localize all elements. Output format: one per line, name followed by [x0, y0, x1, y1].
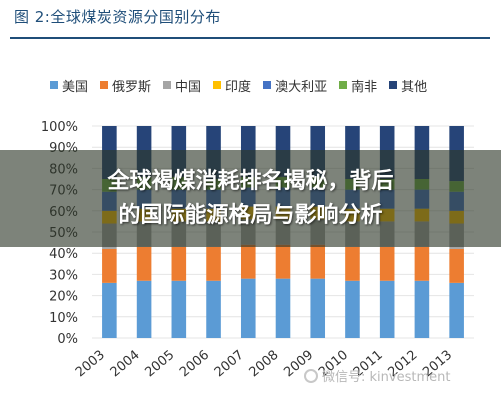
- legend-label: 其他: [401, 79, 428, 95]
- legend-label: 俄罗斯: [112, 79, 152, 95]
- figure-title: 图 2:全球煤炭资源分国别分布: [14, 8, 221, 26]
- bar-segment: [102, 248, 117, 283]
- headline-line-1: 全球褐煤消耗排名揭秘，背后: [107, 168, 394, 194]
- legend-label: 澳大利亚: [275, 79, 328, 95]
- headline-line-2: 的国际能源格局与影响分析: [118, 202, 383, 228]
- bar-segment: [345, 280, 360, 338]
- legend-item: 澳大利亚: [263, 76, 327, 95]
- bar-segment: [206, 246, 221, 281]
- bar-segment: [102, 282, 117, 338]
- legend-swatch: [389, 81, 398, 89]
- legend-item: 中国: [163, 76, 201, 95]
- legend-swatch: [100, 81, 109, 89]
- bar-segment: [449, 248, 464, 283]
- y-tick-label: 0%: [57, 332, 78, 347]
- legend-swatch: [163, 81, 172, 89]
- legend-swatch: [263, 81, 272, 89]
- y-tick-label: 40%: [49, 247, 78, 262]
- legend-label: 美国: [62, 79, 89, 95]
- watermark-text: 微信号: kinvestment: [322, 370, 451, 385]
- bar-segment: [449, 282, 464, 338]
- bar-segment: [240, 244, 256, 279]
- legend-label: 印度: [225, 79, 252, 95]
- legend-label: 中国: [175, 79, 202, 95]
- wechat-logo-icon: [304, 368, 318, 383]
- bar-segment: [171, 246, 187, 281]
- legend-swatch: [213, 81, 222, 89]
- legend-label: 南非: [351, 79, 378, 95]
- x-tick-label: 2003: [73, 348, 108, 381]
- legend-swatch: [339, 81, 348, 89]
- legend-item: 其他: [389, 76, 427, 95]
- x-tick-label: 2005: [142, 348, 177, 381]
- legend-item: 俄罗斯: [100, 76, 151, 95]
- bar-segment: [171, 280, 187, 338]
- legend-item: 印度: [213, 76, 251, 95]
- x-tick-label: 2006: [177, 348, 212, 381]
- headline-banner: 全球褐煤消耗排名揭秘，背后 的国际能源格局与影响分析: [0, 150, 501, 247]
- bar-segment: [345, 246, 360, 281]
- x-tick-label: 2008: [247, 348, 282, 381]
- chart-legend: 美国 俄罗斯 中国 印度 澳大利亚 南非 其他: [50, 76, 427, 95]
- legend-swatch: [50, 81, 58, 89]
- bar-segment: [136, 280, 152, 338]
- bar-segment: [275, 244, 291, 279]
- bar-segment: [310, 244, 326, 279]
- legend-item: 美国: [50, 76, 88, 95]
- legend-item: 南非: [339, 76, 377, 95]
- x-tick-label: 2007: [212, 348, 247, 381]
- bar-segment: [379, 280, 395, 338]
- bar-segment: [379, 246, 395, 281]
- y-tick-label: 30%: [49, 268, 78, 283]
- watermark: 微信号: kinvestment: [304, 366, 450, 385]
- y-tick-label: 10%: [49, 311, 78, 326]
- y-tick-label: 100%: [41, 120, 78, 135]
- bar-segment: [310, 278, 326, 338]
- y-tick-label: 20%: [49, 290, 78, 305]
- title-divider: [10, 37, 490, 39]
- bar-segment: [240, 278, 256, 338]
- bar-segment: [414, 246, 430, 281]
- bar-segment: [206, 280, 221, 338]
- bar-segment: [414, 280, 430, 338]
- bar-segment: [136, 246, 152, 281]
- bar-segment: [275, 278, 291, 338]
- x-tick-label: 2004: [108, 348, 143, 381]
